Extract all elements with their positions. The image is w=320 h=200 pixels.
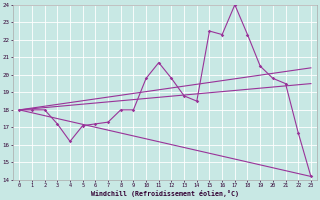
X-axis label: Windchill (Refroidissement éolien,°C): Windchill (Refroidissement éolien,°C): [91, 190, 239, 197]
